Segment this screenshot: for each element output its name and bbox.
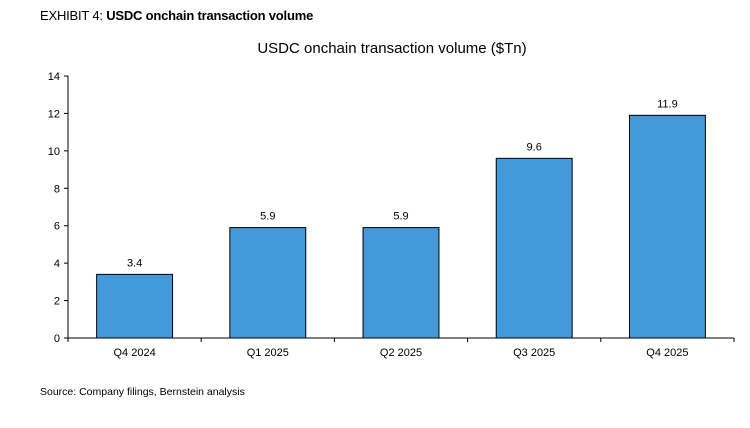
exhibit-heading: EXHIBIT 4: USDC onchain transaction volu… [40,8,313,23]
data-label: 3.4 [127,257,142,269]
bar-q4-2024 [96,273,174,339]
x-axis: Q4 2024 Q1 2025 Q2 2025 Q3 2025 Q4 2025 [67,337,735,359]
y-tick-label: 0 [54,333,60,345]
exhibit-prefix: EXHIBIT 4: [40,8,107,23]
bar-q2-2025 [362,227,440,339]
bar-q4-2025 [628,114,706,339]
bar-q1-2025 [229,227,307,339]
y-tick-label: 10 [48,146,60,158]
bar-q3-2025 [495,157,573,339]
data-label: 9.6 [527,141,542,153]
y-tick-label: 14 [48,71,60,83]
source-note: Source: Company filings, Bernstein analy… [40,386,245,398]
y-tick-label: 2 [54,296,60,308]
exhibit-name: USDC onchain transaction volume [106,8,314,23]
chart-title: USDC onchain transaction volume ($Tn) [257,40,526,57]
x-tick-label: Q2 2025 [380,347,422,359]
y-tick-label: 12 [48,108,60,120]
data-label: 5.9 [393,211,408,223]
x-tick-label: Q4 2025 [646,347,688,359]
y-tick-label: 8 [54,183,60,195]
bars-group: 3.4 5.9 5.9 9.6 11.9 [96,98,706,339]
x-tick-label: Q3 2025 [513,347,555,359]
data-label: 5.9 [260,211,275,223]
x-tick-label: Q4 2024 [113,347,155,359]
y-tick-label: 6 [54,221,60,233]
y-tick-label: 4 [54,258,60,270]
x-tick-label: Q1 2025 [247,347,289,359]
y-axis: 0 2 4 6 8 10 12 14 [48,71,69,345]
data-label: 11.9 [657,98,678,110]
